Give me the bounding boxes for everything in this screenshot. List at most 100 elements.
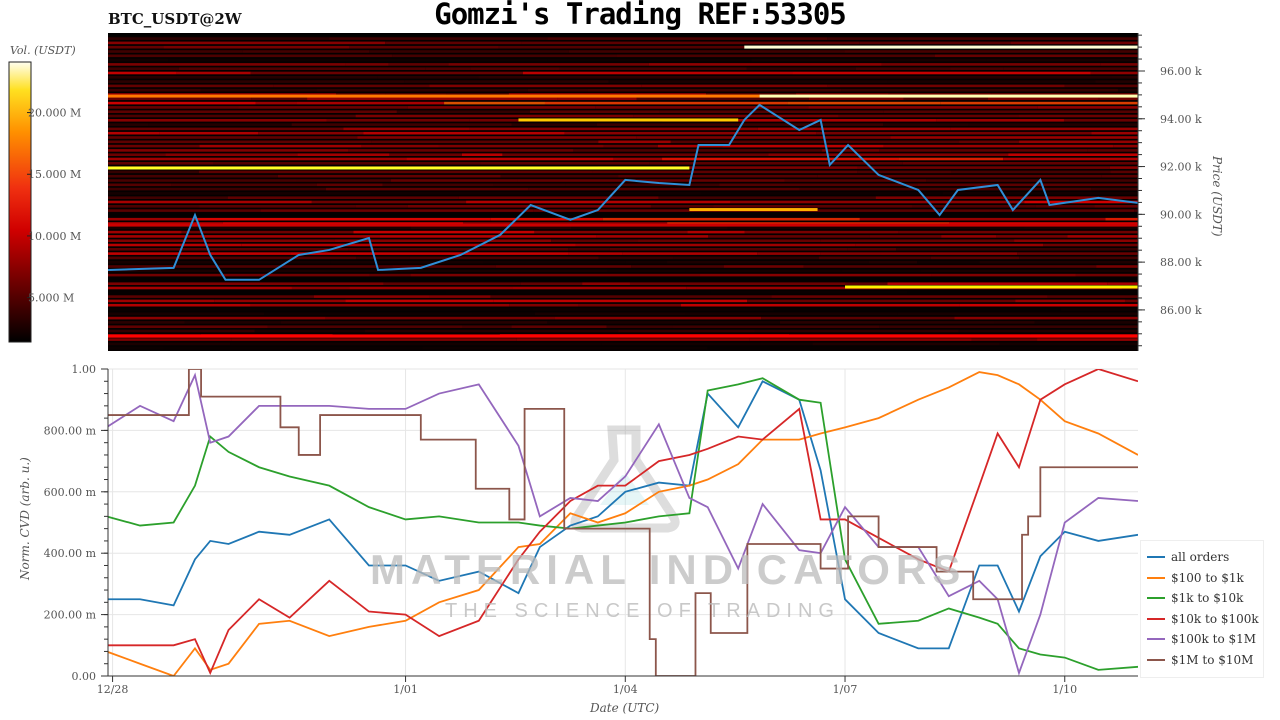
- colorbar-label: Vol. (USDT): [10, 44, 76, 57]
- liquidity-level: [596, 235, 709, 238]
- liquidity-level: [470, 67, 560, 70]
- liquidity-level: [390, 213, 502, 217]
- liquidity-level: [587, 88, 842, 92]
- liquidity-level: [410, 273, 701, 277]
- liquidity-level: [606, 325, 673, 328]
- liquidity-level: [264, 312, 473, 316]
- liquidity-level: [223, 33, 453, 36]
- liquidity-level: [316, 278, 397, 281]
- liquidity-level: [595, 106, 809, 109]
- material-indicators-watermark: [570, 425, 680, 533]
- liquidity-level: [693, 209, 990, 212]
- liquidity-level: [942, 192, 1138, 195]
- liquidity-level: [357, 136, 637, 139]
- liquidity-level: [547, 321, 780, 324]
- liquidity-level: [989, 209, 1135, 212]
- liquidity-level: [452, 33, 579, 36]
- pair-label: BTC_USDT@2W: [108, 10, 242, 28]
- liquidity-level: [727, 226, 940, 230]
- liquidity-level: [1096, 265, 1138, 268]
- liquidity-level: [108, 278, 149, 281]
- liquidity-level: [787, 101, 941, 105]
- liquidity-level: [108, 209, 261, 212]
- liquidity-level: [844, 50, 1109, 53]
- legend-item[interactable]: $100 to $1k: [1141, 568, 1263, 589]
- liquidity-level: [890, 136, 1138, 139]
- colorbar-tick-label: 15.000 M: [28, 168, 81, 181]
- liquidity-level: [462, 222, 668, 225]
- liquidity-level: [926, 179, 1070, 182]
- liquidity-level: [364, 329, 619, 333]
- liquidity-level: [910, 58, 987, 62]
- legend-swatch: [1147, 617, 1165, 620]
- liquidity-level: [1015, 299, 1125, 303]
- liquidity-level: [1037, 106, 1138, 109]
- series-line--100k-to-1m: [108, 372, 1138, 676]
- liquidity-level: [598, 140, 671, 144]
- liquidity-level: [779, 41, 860, 45]
- legend-item[interactable]: all orders: [1141, 547, 1263, 568]
- liquidity-level: [820, 252, 882, 255]
- cvd-axes: 0.00 200.00 m 400.00 m 600.00 m 800.00 m 1.00…: [44, 363, 1138, 696]
- liquidity-level: [291, 286, 350, 290]
- legend-item[interactable]: $1k to $10k: [1141, 588, 1263, 609]
- liquidity-level: [330, 260, 484, 264]
- liquidity-level: [348, 248, 569, 251]
- liquidity-level: [171, 183, 317, 187]
- liquidity-level: [757, 127, 951, 131]
- date-tick-label: 1/10: [1052, 683, 1077, 696]
- legend-item[interactable]: $100k to $1M: [1141, 629, 1263, 650]
- liquidity-level: [907, 291, 1138, 294]
- liquidity-level: [554, 316, 762, 320]
- liquidity-level: [291, 123, 512, 126]
- legend: all orders $100 to $1k $1k to $10k $10k …: [1140, 540, 1264, 678]
- liquidity-level: [1047, 295, 1138, 298]
- liquidity-level: [941, 213, 985, 217]
- liquidity-level: [248, 58, 548, 62]
- liquidity-level: [949, 222, 1138, 225]
- liquidity-level: [1091, 187, 1138, 191]
- watermark-tagline: THE SCIENCE OF TRADING: [445, 600, 840, 622]
- liquidity-level: [108, 183, 172, 187]
- legend-item[interactable]: $1M to $10M: [1141, 650, 1263, 671]
- liquidity-band: [759, 94, 1138, 98]
- liquidity-level: [108, 88, 201, 92]
- liquidity-level: [238, 106, 408, 109]
- liquidity-level: [396, 110, 530, 113]
- series-line--100-to-1k: [108, 371, 1138, 676]
- liquidity-level: [446, 93, 509, 96]
- liquidity-level: [495, 265, 632, 268]
- liquidity-level: [934, 54, 1138, 58]
- liquidity-level: [108, 286, 292, 290]
- liquidity-level: [999, 342, 1138, 346]
- price-tick-label: 90.00 k: [1160, 208, 1202, 221]
- liquidity-level: [883, 123, 969, 126]
- liquidity-level: [529, 110, 660, 113]
- legend-item[interactable]: $10k to $100k: [1141, 609, 1263, 630]
- liquidity-level: [108, 144, 200, 148]
- liquidity-level: [1090, 71, 1138, 75]
- liquidity-level: [512, 286, 687, 290]
- liquidity-level: [326, 119, 470, 122]
- liquidity-level: [108, 226, 190, 230]
- liquidity-level: [672, 325, 880, 328]
- liquidity-level: [969, 346, 1138, 350]
- liquidity-level: [534, 230, 688, 234]
- liquidity-level: [108, 162, 214, 165]
- liquidity-level: [404, 80, 609, 83]
- price-tick-label: 94.00 k: [1160, 113, 1202, 126]
- liquidity-level: [1035, 205, 1095, 208]
- liquidity-level: [550, 278, 792, 281]
- liquidity-level: [511, 123, 597, 126]
- liquidity-level: [869, 235, 942, 238]
- liquidity-level: [667, 260, 869, 264]
- liquidity-level: [868, 260, 918, 264]
- liquidity-level: [343, 127, 470, 131]
- liquidity-level: [616, 54, 810, 58]
- liquidity-level: [230, 342, 390, 346]
- liquidity-level: [636, 97, 809, 101]
- liquidity-level: [168, 58, 249, 62]
- liquidity-level: [613, 157, 663, 161]
- liquidity-level: [181, 230, 354, 234]
- liquidity-level: [521, 41, 780, 45]
